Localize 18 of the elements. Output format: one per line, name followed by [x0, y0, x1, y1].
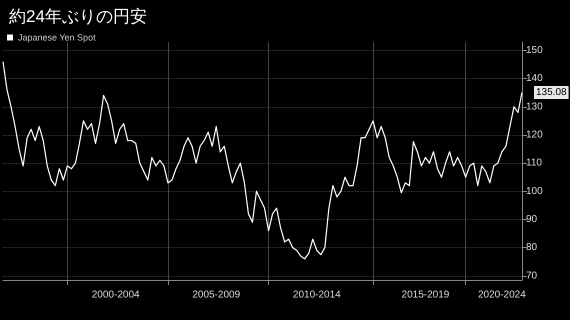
y-tick-label: 140	[526, 73, 544, 84]
x-tick-label: 2005-2009	[192, 290, 241, 300]
x-tick-label: 2020-2024	[478, 290, 526, 300]
data-label: 135.08	[536, 86, 568, 98]
x-tick-label: 2000-2004	[92, 290, 140, 300]
chart-title: 約24年ぶりの円安	[9, 7, 147, 26]
y-tick-label: 70	[526, 270, 538, 282]
y-tick-label: 80	[526, 242, 538, 254]
x-tick-label: 2015-2019	[402, 290, 450, 300]
x-tick-label: 2010-2014	[292, 290, 342, 300]
y-tick-label: 130	[526, 101, 544, 112]
y-tick-label: 100	[526, 186, 544, 197]
y-tick-label: 90	[526, 214, 538, 225]
y-tick-label: 120	[526, 129, 544, 140]
line-series	[2, 61, 523, 260]
legend-label: Japanese Yen Spot	[18, 32, 96, 42]
y-tick-label: 110	[526, 158, 542, 169]
y-tick-label: 150	[526, 44, 544, 56]
